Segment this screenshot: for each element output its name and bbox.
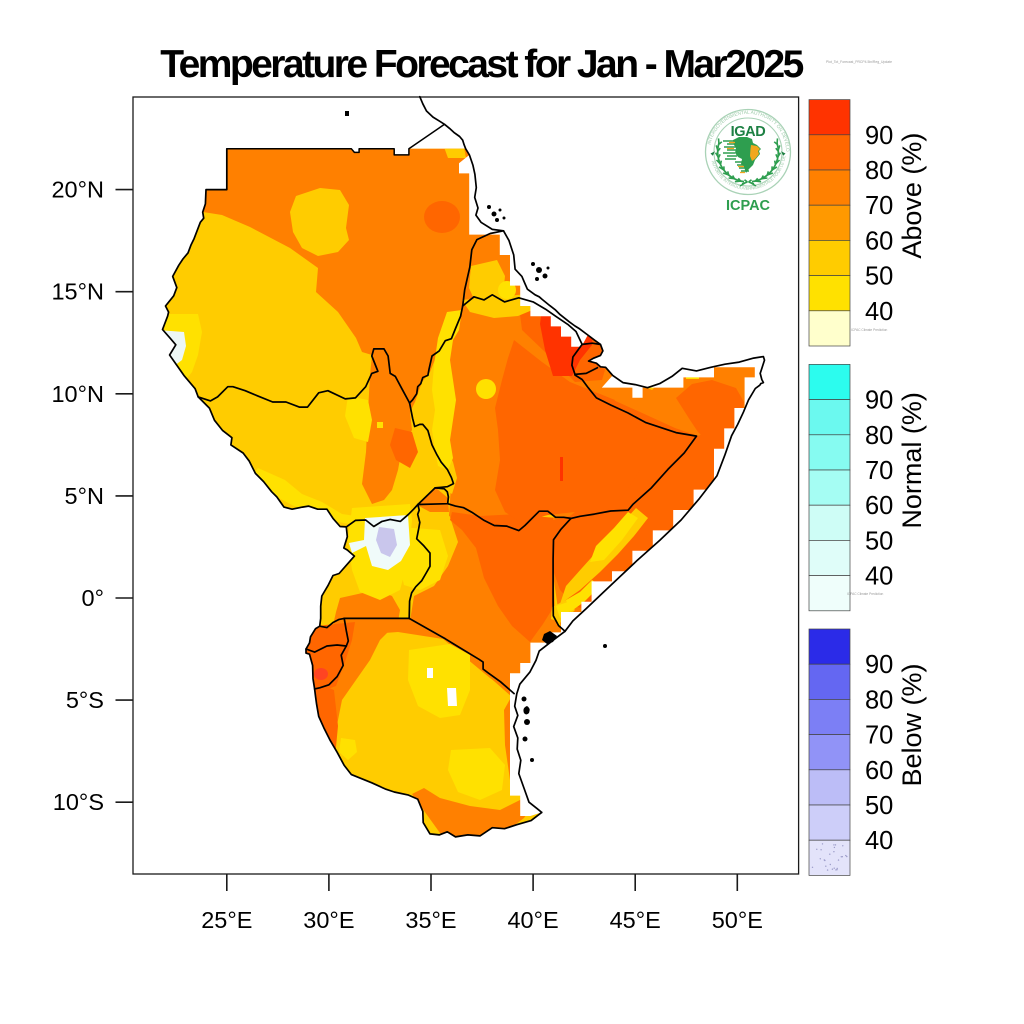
svg-text:40: 40: [865, 563, 893, 591]
svg-text:50°E: 50°E: [712, 907, 763, 933]
svg-text:80: 80: [865, 157, 893, 185]
svg-text:40: 40: [865, 827, 893, 855]
svg-text:60: 60: [865, 757, 893, 785]
svg-text:80: 80: [865, 686, 893, 714]
svg-text:35°E: 35°E: [405, 907, 456, 933]
svg-text:Normal (%): Normal (%): [897, 392, 927, 529]
svg-text:5°S: 5°S: [66, 687, 104, 713]
svg-text:60: 60: [865, 227, 893, 255]
svg-text:45°E: 45°E: [610, 907, 661, 933]
svg-text:80: 80: [865, 422, 893, 450]
svg-text:IGAD: IGAD: [731, 124, 766, 140]
svg-text:50: 50: [865, 263, 893, 291]
svg-text:ICPAC: ICPAC: [726, 198, 771, 214]
svg-text:60: 60: [865, 492, 893, 520]
svg-text:70: 70: [865, 192, 893, 220]
svg-text:90: 90: [865, 651, 893, 679]
svg-text:10°S: 10°S: [53, 789, 104, 815]
svg-text:90: 90: [865, 122, 893, 150]
svg-text:30°E: 30°E: [303, 907, 354, 933]
svg-text:70: 70: [865, 457, 893, 485]
svg-text:Below (%): Below (%): [897, 663, 927, 786]
svg-text:Plot_Tot_Forecast_PRCP4.5in/Re: Plot_Tot_Forecast_PRCP4.5in/Reg_Update: [826, 60, 892, 64]
svg-text:ICPAC Climate Prediction: ICPAC Climate Prediction: [847, 592, 883, 596]
svg-text:40°E: 40°E: [507, 907, 558, 933]
svg-text:50: 50: [865, 792, 893, 820]
svg-text:90: 90: [865, 387, 893, 415]
svg-text:15°N: 15°N: [51, 279, 104, 305]
svg-text:25°E: 25°E: [201, 907, 252, 933]
svg-text:40: 40: [865, 298, 893, 326]
svg-text:5°N: 5°N: [65, 483, 104, 509]
svg-text:70: 70: [865, 722, 893, 750]
svg-text:Temperature Forecast for Jan -: Temperature Forecast for Jan - Mar2025: [160, 43, 803, 86]
svg-text:0°: 0°: [82, 585, 104, 611]
svg-text:10°N: 10°N: [51, 381, 104, 407]
svg-text:50: 50: [865, 527, 893, 555]
svg-text:Above (%): Above (%): [897, 133, 927, 259]
svg-text:20°N: 20°N: [51, 177, 104, 203]
svg-text:ICPAC Climate Prediction: ICPAC Climate Prediction: [851, 328, 887, 332]
